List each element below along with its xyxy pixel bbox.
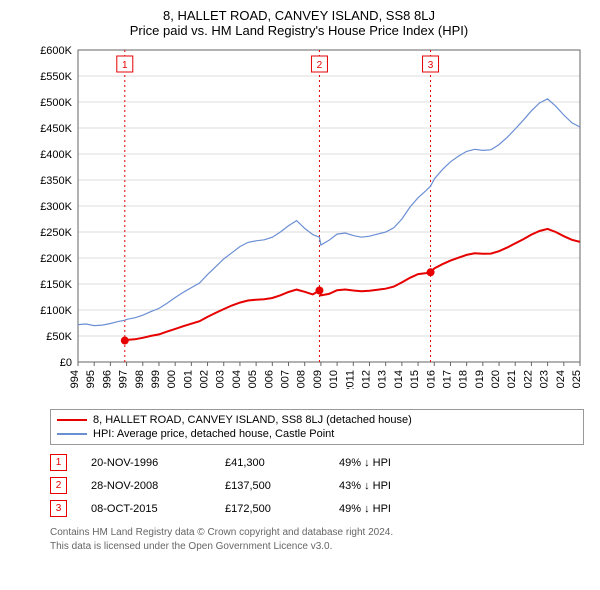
svg-text:2008: 2008: [296, 370, 308, 389]
svg-text:£0: £0: [60, 357, 72, 369]
svg-text:2009: 2009: [312, 370, 324, 389]
svg-text:2021: 2021: [506, 370, 518, 389]
svg-text:2012: 2012: [360, 370, 372, 389]
svg-text:1999: 1999: [150, 370, 162, 389]
sale-marker-2: 2: [50, 477, 67, 494]
sale-row: 3 08-OCT-2015 £172,500 49% ↓ HPI: [50, 497, 584, 520]
svg-text:£500K: £500K: [40, 97, 72, 109]
page-title: 8, HALLET ROAD, CANVEY ISLAND, SS8 8LJ: [8, 8, 590, 23]
svg-text:2020: 2020: [490, 370, 502, 389]
svg-text:£300K: £300K: [40, 201, 72, 213]
sale-list: 1 20-NOV-1996 £41,300 49% ↓ HPI 2 28-NOV…: [50, 451, 584, 520]
svg-text:2023: 2023: [539, 370, 551, 389]
svg-text:2003: 2003: [215, 370, 227, 389]
sale-price: £172,500: [225, 503, 315, 515]
svg-text:£350K: £350K: [40, 175, 72, 187]
chart-area: £0 £50K £100K £150K £200K £250K £300K £350K £400…: [28, 44, 588, 389]
page-subtitle: Price paid vs. HM Land Registry's House …: [8, 23, 590, 38]
svg-text:£400K: £400K: [40, 149, 72, 161]
svg-text:2005: 2005: [247, 370, 259, 389]
svg-text:2011: 2011: [344, 370, 356, 389]
svg-text:2017: 2017: [441, 370, 453, 389]
svg-text:£450K: £450K: [40, 123, 72, 135]
svg-text:1996: 1996: [101, 370, 113, 389]
svg-text:1998: 1998: [134, 370, 146, 389]
legend: 8, HALLET ROAD, CANVEY ISLAND, SS8 8LJ (…: [50, 409, 584, 445]
svg-text:2016: 2016: [425, 370, 437, 389]
svg-text:1994: 1994: [69, 370, 81, 389]
svg-text:2002: 2002: [199, 370, 211, 389]
svg-text:2015: 2015: [409, 370, 421, 389]
sale-row: 2 28-NOV-2008 £137,500 43% ↓ HPI: [50, 474, 584, 497]
legend-label: HPI: Average price, detached house, Cast…: [93, 428, 334, 440]
svg-text:£150K: £150K: [40, 279, 72, 291]
svg-text:2: 2: [317, 60, 323, 71]
svg-text:2018: 2018: [458, 370, 470, 389]
svg-text:1: 1: [122, 60, 128, 71]
chart-svg: £0 £50K £100K £150K £200K £250K £300K £350K £400…: [28, 44, 588, 389]
footer-line: Contains HM Land Registry data © Crown c…: [50, 526, 584, 540]
svg-text:£600K: £600K: [40, 45, 72, 57]
svg-text:2001: 2001: [182, 370, 194, 389]
svg-text:3: 3: [428, 60, 434, 71]
sale-row: 1 20-NOV-1996 £41,300 49% ↓ HPI: [50, 451, 584, 474]
footer-line: This data is licensed under the Open Gov…: [50, 540, 584, 554]
svg-text:2013: 2013: [377, 370, 389, 389]
sale-marker-1: 1: [50, 454, 67, 471]
sale-delta: 49% ↓ HPI: [339, 503, 391, 515]
sale-price: £41,300: [225, 457, 315, 469]
svg-text:£550K: £550K: [40, 71, 72, 83]
svg-text:1995: 1995: [85, 370, 97, 389]
svg-text:2007: 2007: [280, 370, 292, 389]
svg-text:2024: 2024: [555, 370, 567, 389]
svg-text:£250K: £250K: [40, 227, 72, 239]
svg-text:2010: 2010: [328, 370, 340, 389]
svg-text:2006: 2006: [263, 370, 275, 389]
svg-text:£50K: £50K: [46, 331, 72, 343]
sale-date: 20-NOV-1996: [91, 457, 201, 469]
legend-swatch: [57, 433, 87, 435]
svg-text:2019: 2019: [474, 370, 486, 389]
legend-label: 8, HALLET ROAD, CANVEY ISLAND, SS8 8LJ (…: [93, 414, 412, 426]
sale-date: 08-OCT-2015: [91, 503, 201, 515]
sale-price: £137,500: [225, 480, 315, 492]
sale-date: 28-NOV-2008: [91, 480, 201, 492]
svg-text:£200K: £200K: [40, 253, 72, 265]
sale-delta: 49% ↓ HPI: [339, 457, 391, 469]
sale-delta: 43% ↓ HPI: [339, 480, 391, 492]
svg-text:£100K: £100K: [40, 305, 72, 317]
legend-swatch: [57, 419, 87, 421]
sale-marker-3: 3: [50, 500, 67, 517]
svg-text:2014: 2014: [393, 370, 405, 389]
legend-entry: 8, HALLET ROAD, CANVEY ISLAND, SS8 8LJ (…: [57, 413, 577, 427]
svg-text:2025: 2025: [571, 370, 583, 389]
svg-text:2022: 2022: [522, 370, 534, 389]
footer: Contains HM Land Registry data © Crown c…: [50, 526, 584, 553]
svg-text:1997: 1997: [118, 370, 130, 389]
legend-entry: HPI: Average price, detached house, Cast…: [57, 427, 577, 441]
svg-text:2000: 2000: [166, 370, 178, 389]
svg-text:2004: 2004: [231, 370, 243, 389]
